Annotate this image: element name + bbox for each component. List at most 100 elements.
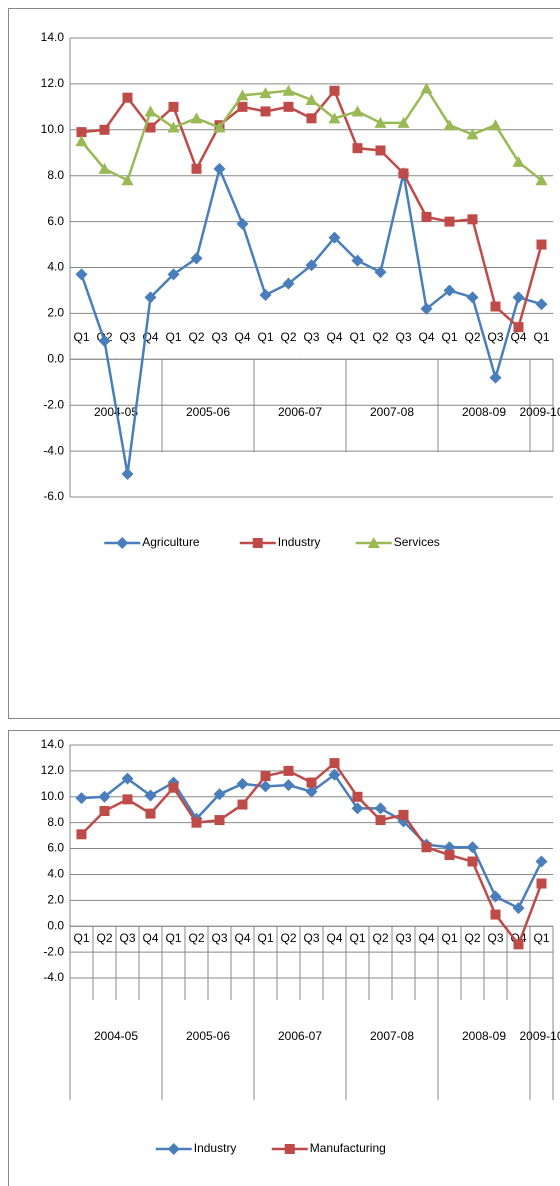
data-point [352,143,363,154]
x-tick-label: Q3 [303,330,319,344]
y-tick-label: 10.0 [41,789,65,803]
y-tick-label: 0.0 [47,918,64,932]
y-tick-label: 14.0 [41,737,65,751]
x-tick-label: Q4 [326,330,342,344]
legend-marker [167,1143,180,1155]
x-tick-label: Q4 [510,330,526,344]
data-point [168,782,179,793]
x-tick-label: Q2 [188,931,204,945]
x-tick-label: Q3 [211,330,227,344]
data-point [466,841,479,854]
x-tick-label: Q1 [257,931,273,945]
data-point [489,371,502,384]
group-label: 2008-09 [462,1029,506,1043]
data-point [420,82,433,94]
x-tick-label: Q3 [119,330,135,344]
data-point [260,771,271,782]
data-point [98,334,111,347]
y-tick-label: 8.0 [47,168,64,182]
data-point [398,809,409,820]
data-point [236,777,249,790]
x-tick-label: Q2 [96,931,112,945]
data-point [444,850,455,861]
x-tick-label: Q3 [395,931,411,945]
x-tick-label: Q1 [257,330,273,344]
x-tick-label: Q3 [303,931,319,945]
data-point [98,790,111,803]
data-point [259,87,272,99]
chart-border [8,8,560,719]
data-point [305,93,318,105]
group-label: 2008-09 [462,405,506,419]
data-point [397,116,410,128]
y-tick-label: 4.0 [47,260,64,274]
data-point [167,121,180,133]
y-tick-label: 2.0 [47,893,64,907]
data-point [328,768,341,781]
data-point [328,112,341,124]
data-point [122,794,133,805]
data-point [191,163,202,174]
group-label: 2006-07 [278,1029,322,1043]
data-point [467,214,478,225]
data-point [282,779,295,792]
y-tick-label: -4.0 [43,443,64,457]
x-tick-label: Q4 [418,330,434,344]
data-point [167,268,180,281]
x-tick-label: Q3 [487,330,503,344]
data-point [535,855,548,868]
x-tick-label: Q4 [418,931,434,945]
group-label: 2004-05 [94,1029,138,1043]
x-tick-label: Q1 [349,931,365,945]
data-point [490,909,501,920]
legend-marker [367,537,380,548]
data-point [513,322,524,333]
data-point [75,792,88,805]
data-point [512,291,525,304]
data-point [213,162,226,175]
data-point [374,266,387,279]
data-point [420,302,433,315]
x-tick-label: Q1 [349,330,365,344]
x-tick-label: Q2 [280,931,296,945]
data-point [329,85,340,96]
legend-label: Agriculture [142,535,200,549]
data-point [513,939,524,950]
data-point [145,122,156,133]
data-point [374,802,387,815]
x-tick-label: Q2 [280,330,296,344]
data-point [213,788,226,801]
data-point [467,856,478,867]
data-point [282,84,295,96]
data-point [490,301,501,312]
x-tick-label: Q2 [464,330,480,344]
data-point [329,758,340,769]
x-tick-label: Q2 [188,330,204,344]
data-point [444,216,455,227]
data-point [352,791,363,802]
x-tick-label: Q3 [395,330,411,344]
data-point [122,92,133,103]
group-label: 2006-07 [278,405,322,419]
legend-label: Manufacturing [310,1141,386,1155]
data-point [168,101,179,112]
data-point [398,168,409,179]
data-point [259,289,272,302]
legend-marker [116,537,129,549]
data-point [374,116,387,128]
data-point [144,105,157,117]
x-tick-label: Q1 [165,931,181,945]
x-tick-label: Q1 [73,931,89,945]
x-tick-label: Q2 [464,931,480,945]
y-tick-label: -2.0 [43,397,64,411]
data-point [512,155,525,167]
data-point [421,212,432,223]
y-tick-label: 0.0 [47,351,64,365]
y-tick-label: 2.0 [47,306,64,320]
data-point [283,101,294,112]
x-tick-label: Q2 [372,931,388,945]
data-point [375,145,386,156]
x-tick-label: Q4 [234,931,250,945]
y-tick-label: 14.0 [41,30,65,44]
data-point [466,128,479,140]
